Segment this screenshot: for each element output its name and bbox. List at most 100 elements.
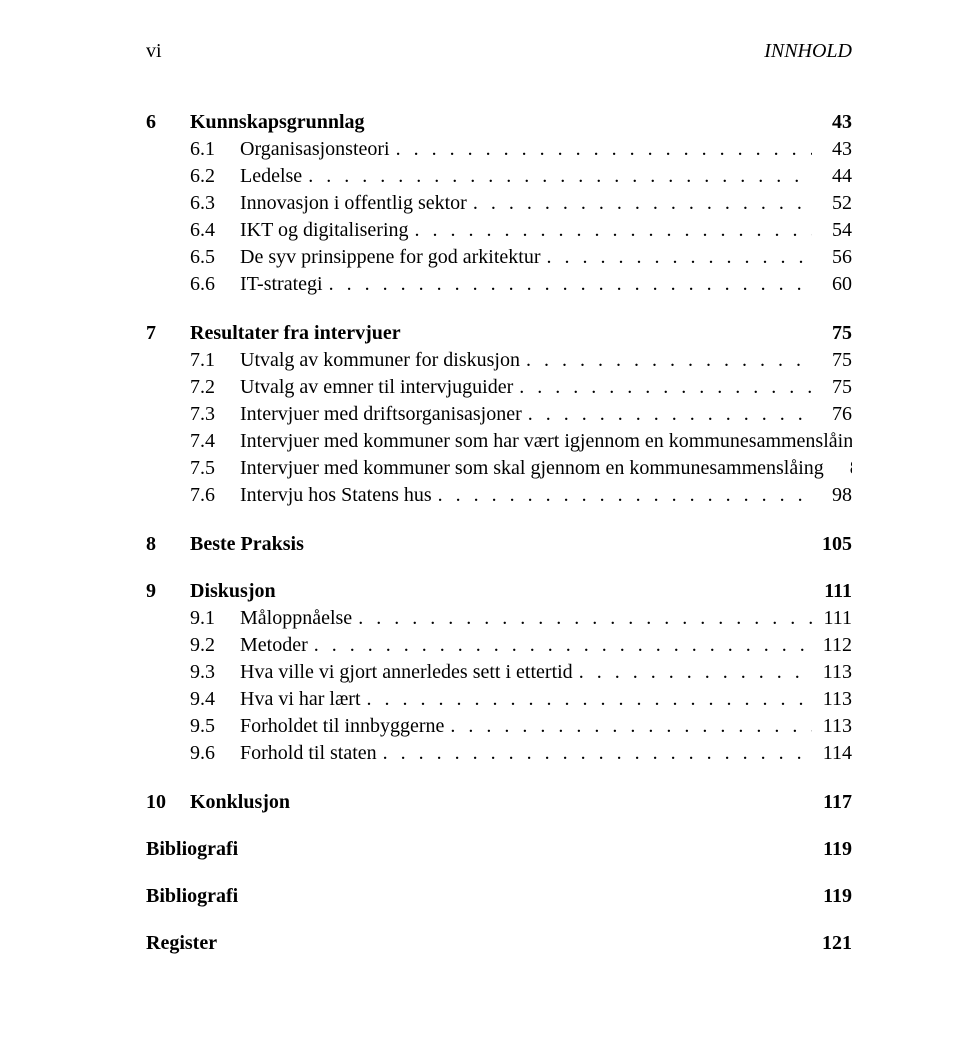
leader-dots: . . . . . . . . . . . . . . . . . . . . … — [409, 217, 813, 244]
chapter-label-group: 9Diskusjon — [146, 580, 276, 603]
section-row: 9.5Forholdet til innbyggerne. . . . . . … — [146, 713, 852, 740]
section-page: 112 — [812, 632, 852, 659]
chapter-label-group: 10Konklusjon — [146, 791, 290, 814]
chapter-label: Diskusjon — [190, 580, 276, 603]
section-row: 6.4IKT og digitalisering. . . . . . . . … — [146, 217, 852, 244]
section-number: 6.3 — [190, 190, 240, 217]
chapter-title-row: 8Beste Praksis 105 — [146, 533, 852, 556]
leader-dots: . . . . . . . . . . . . . . . . . . . . … — [467, 190, 812, 217]
chapter-number: 10 — [146, 791, 190, 814]
chapter-label: Beste Praksis — [190, 533, 304, 556]
leader-dots: . . . . . . . . . . . . . . . . . . . . … — [573, 659, 812, 686]
chapter-group: 10Konklusjon 117 — [146, 791, 852, 814]
chapter-group: 8Beste Praksis 105 — [146, 533, 852, 556]
section-row: 6.1Organisasjonsteori. . . . . . . . . .… — [146, 136, 852, 163]
section-page: 60 — [812, 271, 852, 298]
section-number: 7.2 — [190, 374, 240, 401]
section-page: 52 — [812, 190, 852, 217]
toc-body: 6Kunnskapsgrunnlag436.1Organisasjonsteor… — [146, 111, 852, 955]
section-number: 9.1 — [190, 605, 240, 632]
section-number: 7.6 — [190, 482, 240, 509]
section-number: 6.2 — [190, 163, 240, 190]
section-number: 9.3 — [190, 659, 240, 686]
chapter-number: 8 — [146, 533, 190, 556]
header-title: INNHOLD — [764, 40, 852, 63]
chapter-title-row: 6Kunnskapsgrunnlag43 — [146, 111, 852, 134]
section-row: 6.6IT-strategi. . . . . . . . . . . . . … — [146, 271, 852, 298]
chapter-group: 7Resultater fra intervjuer 75 7.1Utvalg av… — [146, 322, 852, 509]
chapter-label-group: 7Resultater fra intervjuer — [146, 322, 401, 345]
section-page: 88 — [830, 455, 852, 482]
section-row: 7.3Intervjuer med driftsorganisasjoner. … — [146, 401, 852, 428]
section-number: 9.5 — [190, 713, 240, 740]
section-number: 7.1 — [190, 347, 240, 374]
toc-page: vi INNHOLD 6Kunnskapsgrunnlag436.1Organi… — [0, 0, 960, 1037]
chapter-page: 111 — [824, 580, 852, 603]
running-header: vi INNHOLD — [146, 40, 852, 63]
section-label: Forholdet til innbyggerne — [240, 713, 444, 740]
chapter-page: 117 — [823, 791, 852, 814]
chapter-group: 9Diskusjon1119.1Måloppnåelse. . . . . . … — [146, 580, 852, 767]
section-number: 9.2 — [190, 632, 240, 659]
section-page: 75 — [812, 374, 852, 401]
section-label: Hva ville vi gjort annerledes sett i ett… — [240, 659, 573, 686]
leader-dots: . . . . . . . . . . . . . . . . . . . . … — [432, 482, 812, 509]
section-row: 7.2Utvalg av emner til intervjuguider. .… — [146, 374, 852, 401]
section-label: Metoder — [240, 632, 308, 659]
header-page-roman: vi — [146, 40, 162, 63]
chapter-number: 6 — [146, 111, 190, 134]
section-page: 111 — [812, 605, 852, 632]
section-row: 7.4Intervjuer med kommuner som har vært … — [146, 428, 852, 455]
section-label: Utvalg av emner til intervjuguider — [240, 374, 513, 401]
section-label: Måloppnåelse — [240, 605, 352, 632]
chapter-label-group: 6Kunnskapsgrunnlag — [146, 111, 365, 134]
section-page: 75 — [812, 347, 852, 374]
standalone-page: 119 — [823, 838, 852, 861]
chapter-label-group: 8Beste Praksis — [146, 533, 304, 556]
section-number: 6.4 — [190, 217, 240, 244]
chapter-title-row: 10Konklusjon 117 — [146, 791, 852, 814]
section-row: 9.3Hva ville vi gjort annerledes sett i … — [146, 659, 852, 686]
standalone-page: 121 — [822, 932, 852, 955]
section-page: 43 — [812, 136, 852, 163]
standalone-label: Bibliografi — [146, 838, 238, 861]
section-label: Utvalg av kommuner for diskusjon — [240, 347, 520, 374]
section-label: Intervjuer med driftsorganisasjoner — [240, 401, 522, 428]
section-label: De syv prinsippene for god arkitektur — [240, 244, 540, 271]
section-page: 98 — [812, 482, 852, 509]
section-row: 6.3Innovasjon i offentlig sektor. . . . … — [146, 190, 852, 217]
leader-dots: . . . . . . . . . . . . . . . . . . . . … — [323, 271, 812, 298]
chapter-label: Kunnskapsgrunnlag — [190, 111, 365, 134]
chapter-page: 105 — [822, 533, 852, 556]
section-row: 9.1Måloppnåelse. . . . . . . . . . . . .… — [146, 605, 852, 632]
section-number: 7.5 — [190, 455, 240, 482]
standalone-page: 119 — [823, 885, 852, 908]
leader-dots: . . . . . . . . . . . . . . . . . . . . … — [390, 136, 812, 163]
section-row: 9.2Metoder. . . . . . . . . . . . . . . … — [146, 632, 852, 659]
section-label: IT-strategi — [240, 271, 323, 298]
section-number: 9.4 — [190, 686, 240, 713]
section-number: 9.6 — [190, 740, 240, 767]
section-label: Organisasjonsteori — [240, 136, 390, 163]
leader-dots: . . . . . . . . . . . . . . . . . . . . … — [377, 740, 812, 767]
section-page: 44 — [812, 163, 852, 190]
section-row: 9.4Hva vi har lært. . . . . . . . . . . … — [146, 686, 852, 713]
standalone-label: Bibliografi — [146, 885, 238, 908]
leader-dots: . . . . . . . . . . . . . . . . . . . . … — [520, 347, 812, 374]
section-number: 6.1 — [190, 136, 240, 163]
section-row: 7.6Intervju hos Statens hus. . . . . . .… — [146, 482, 852, 509]
section-page: 56 — [812, 244, 852, 271]
section-row: 7.5Intervjuer med kommuner som skal gjen… — [146, 455, 852, 482]
leader-dots: . . . . . . . . . . . . . . . . . . . . … — [302, 163, 812, 190]
section-page: 113 — [812, 659, 852, 686]
section-row: 9.6Forhold til staten. . . . . . . . . .… — [146, 740, 852, 767]
leader-dots: . . . . . . . . . . . . . . . . . . . . … — [308, 632, 812, 659]
chapter-group: 6Kunnskapsgrunnlag436.1Organisasjonsteor… — [146, 111, 852, 298]
leader-dots: . . . . . . . . . . . . . . . . . . . . … — [540, 244, 812, 271]
section-label: Forhold til staten — [240, 740, 377, 767]
section-label: Innovasjon i offentlig sektor — [240, 190, 467, 217]
section-label: Intervjuer med kommuner som har vært igj… — [240, 428, 852, 455]
leader-dots: . . . . . . . . . . . . . . . . . . . . … — [522, 401, 812, 428]
leader-dots: . . . . . . . . . . . . . . . . . . . . … — [361, 686, 812, 713]
chapter-label: Konklusjon — [190, 791, 290, 814]
